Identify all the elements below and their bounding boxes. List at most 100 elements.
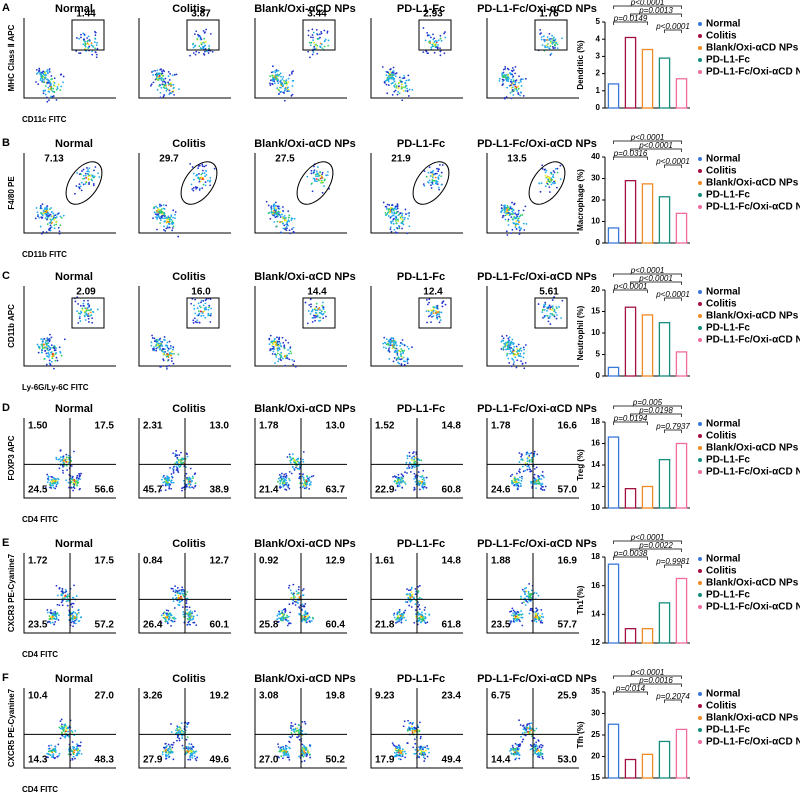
cell-dot xyxy=(174,211,177,213)
cell-dot xyxy=(511,218,514,221)
cell-dot xyxy=(203,165,206,168)
cell-dot xyxy=(272,350,275,353)
cell-dot xyxy=(205,170,207,172)
cell-dot xyxy=(554,311,557,314)
cell-dot xyxy=(515,612,518,615)
cell-dot xyxy=(209,179,212,182)
cell-dot xyxy=(193,172,195,175)
gate xyxy=(296,161,334,205)
cell-dot xyxy=(70,460,73,462)
cell-dot xyxy=(174,589,177,592)
cell-dot xyxy=(291,725,294,728)
cell-dot xyxy=(522,209,525,212)
cell-dot xyxy=(282,91,285,94)
cell-dot xyxy=(396,232,399,234)
cell-dot xyxy=(166,483,169,486)
cell-dot xyxy=(502,68,505,71)
cell-dot xyxy=(312,39,314,42)
gate-value: 2.09 xyxy=(76,287,96,298)
cell-dot xyxy=(272,212,274,215)
cell-dot xyxy=(540,484,543,486)
cell-dot xyxy=(41,203,44,205)
cell-dot xyxy=(400,621,403,624)
cell-dot xyxy=(50,344,53,347)
cell-dot xyxy=(282,754,285,757)
gate-value: 14.4 xyxy=(307,287,327,298)
quadrant-value: 61.8 xyxy=(442,620,462,631)
cell-dot xyxy=(279,476,282,479)
cell-dot xyxy=(87,309,89,312)
cell-dot xyxy=(395,208,398,211)
cell-dot xyxy=(515,79,518,82)
cell-dot xyxy=(561,37,563,40)
cell-dot xyxy=(310,182,313,185)
cell-dot xyxy=(285,219,288,222)
cell-dot xyxy=(289,350,292,353)
cell-dot xyxy=(200,173,203,176)
cell-dot xyxy=(275,356,278,358)
y-axis-label: CXCR5 PE-Cyanine7 xyxy=(7,688,16,767)
cell-dot xyxy=(277,360,280,363)
cell-dot xyxy=(401,212,404,215)
cell-dot xyxy=(279,747,282,750)
cell-dot xyxy=(395,215,398,218)
cell-dot xyxy=(65,600,68,603)
cell-dot xyxy=(159,72,162,75)
cell-dot xyxy=(292,363,295,366)
cell-dot xyxy=(49,482,52,484)
cell-dot xyxy=(520,458,523,460)
cell-dot xyxy=(172,600,175,603)
cell-dot xyxy=(283,81,286,83)
cell-dot xyxy=(309,44,312,47)
cell-dot xyxy=(191,748,193,751)
cell-dot xyxy=(540,474,543,477)
cell-dot xyxy=(161,478,163,481)
panel-letter: E xyxy=(2,537,9,549)
cell-dot xyxy=(279,214,281,216)
cell-dot xyxy=(85,312,88,315)
cell-dot xyxy=(433,306,436,309)
cell-dot xyxy=(174,591,177,594)
plot-title: PD-L1-Fc xyxy=(397,3,445,15)
plot-axes xyxy=(370,18,463,99)
cell-dot xyxy=(307,477,310,480)
cell-dot xyxy=(74,300,77,303)
cell-dot xyxy=(423,760,426,762)
cell-dot xyxy=(423,170,426,173)
cell-dot xyxy=(277,357,280,360)
cell-dot xyxy=(155,216,158,219)
cell-dot xyxy=(187,482,190,485)
cell-dot xyxy=(156,339,158,341)
cell-dot xyxy=(159,217,161,220)
cell-dot xyxy=(170,357,173,360)
cell-dot xyxy=(267,204,270,207)
cell-dot xyxy=(393,84,396,87)
cell-dot xyxy=(172,620,174,623)
quadrant-value: 16.6 xyxy=(558,421,578,432)
cell-dot xyxy=(393,480,396,483)
cell-dot xyxy=(54,620,57,623)
cell-dot xyxy=(172,216,174,219)
x-axis-label: CD11c FITC xyxy=(22,115,67,124)
cell-dot xyxy=(188,619,190,621)
cell-dot xyxy=(500,348,503,350)
cell-dot xyxy=(519,79,522,82)
cell-dot xyxy=(436,46,438,49)
cell-dot xyxy=(51,355,53,358)
cell-dot xyxy=(162,228,165,231)
cell-dot xyxy=(287,587,290,589)
cell-dot xyxy=(274,216,277,219)
cell-dot xyxy=(155,75,158,78)
cell-dot xyxy=(436,313,439,316)
cell-dot xyxy=(70,486,73,489)
cell-dot xyxy=(427,171,430,174)
cell-dot xyxy=(165,757,167,760)
cell-dot xyxy=(394,72,397,75)
cell-dot xyxy=(204,44,207,47)
cell-dot xyxy=(556,47,559,50)
cell-dot xyxy=(393,212,396,215)
cell-dot xyxy=(209,176,212,179)
cell-dot xyxy=(181,737,184,739)
cell-dot xyxy=(88,178,90,181)
cell-dot xyxy=(512,89,515,92)
